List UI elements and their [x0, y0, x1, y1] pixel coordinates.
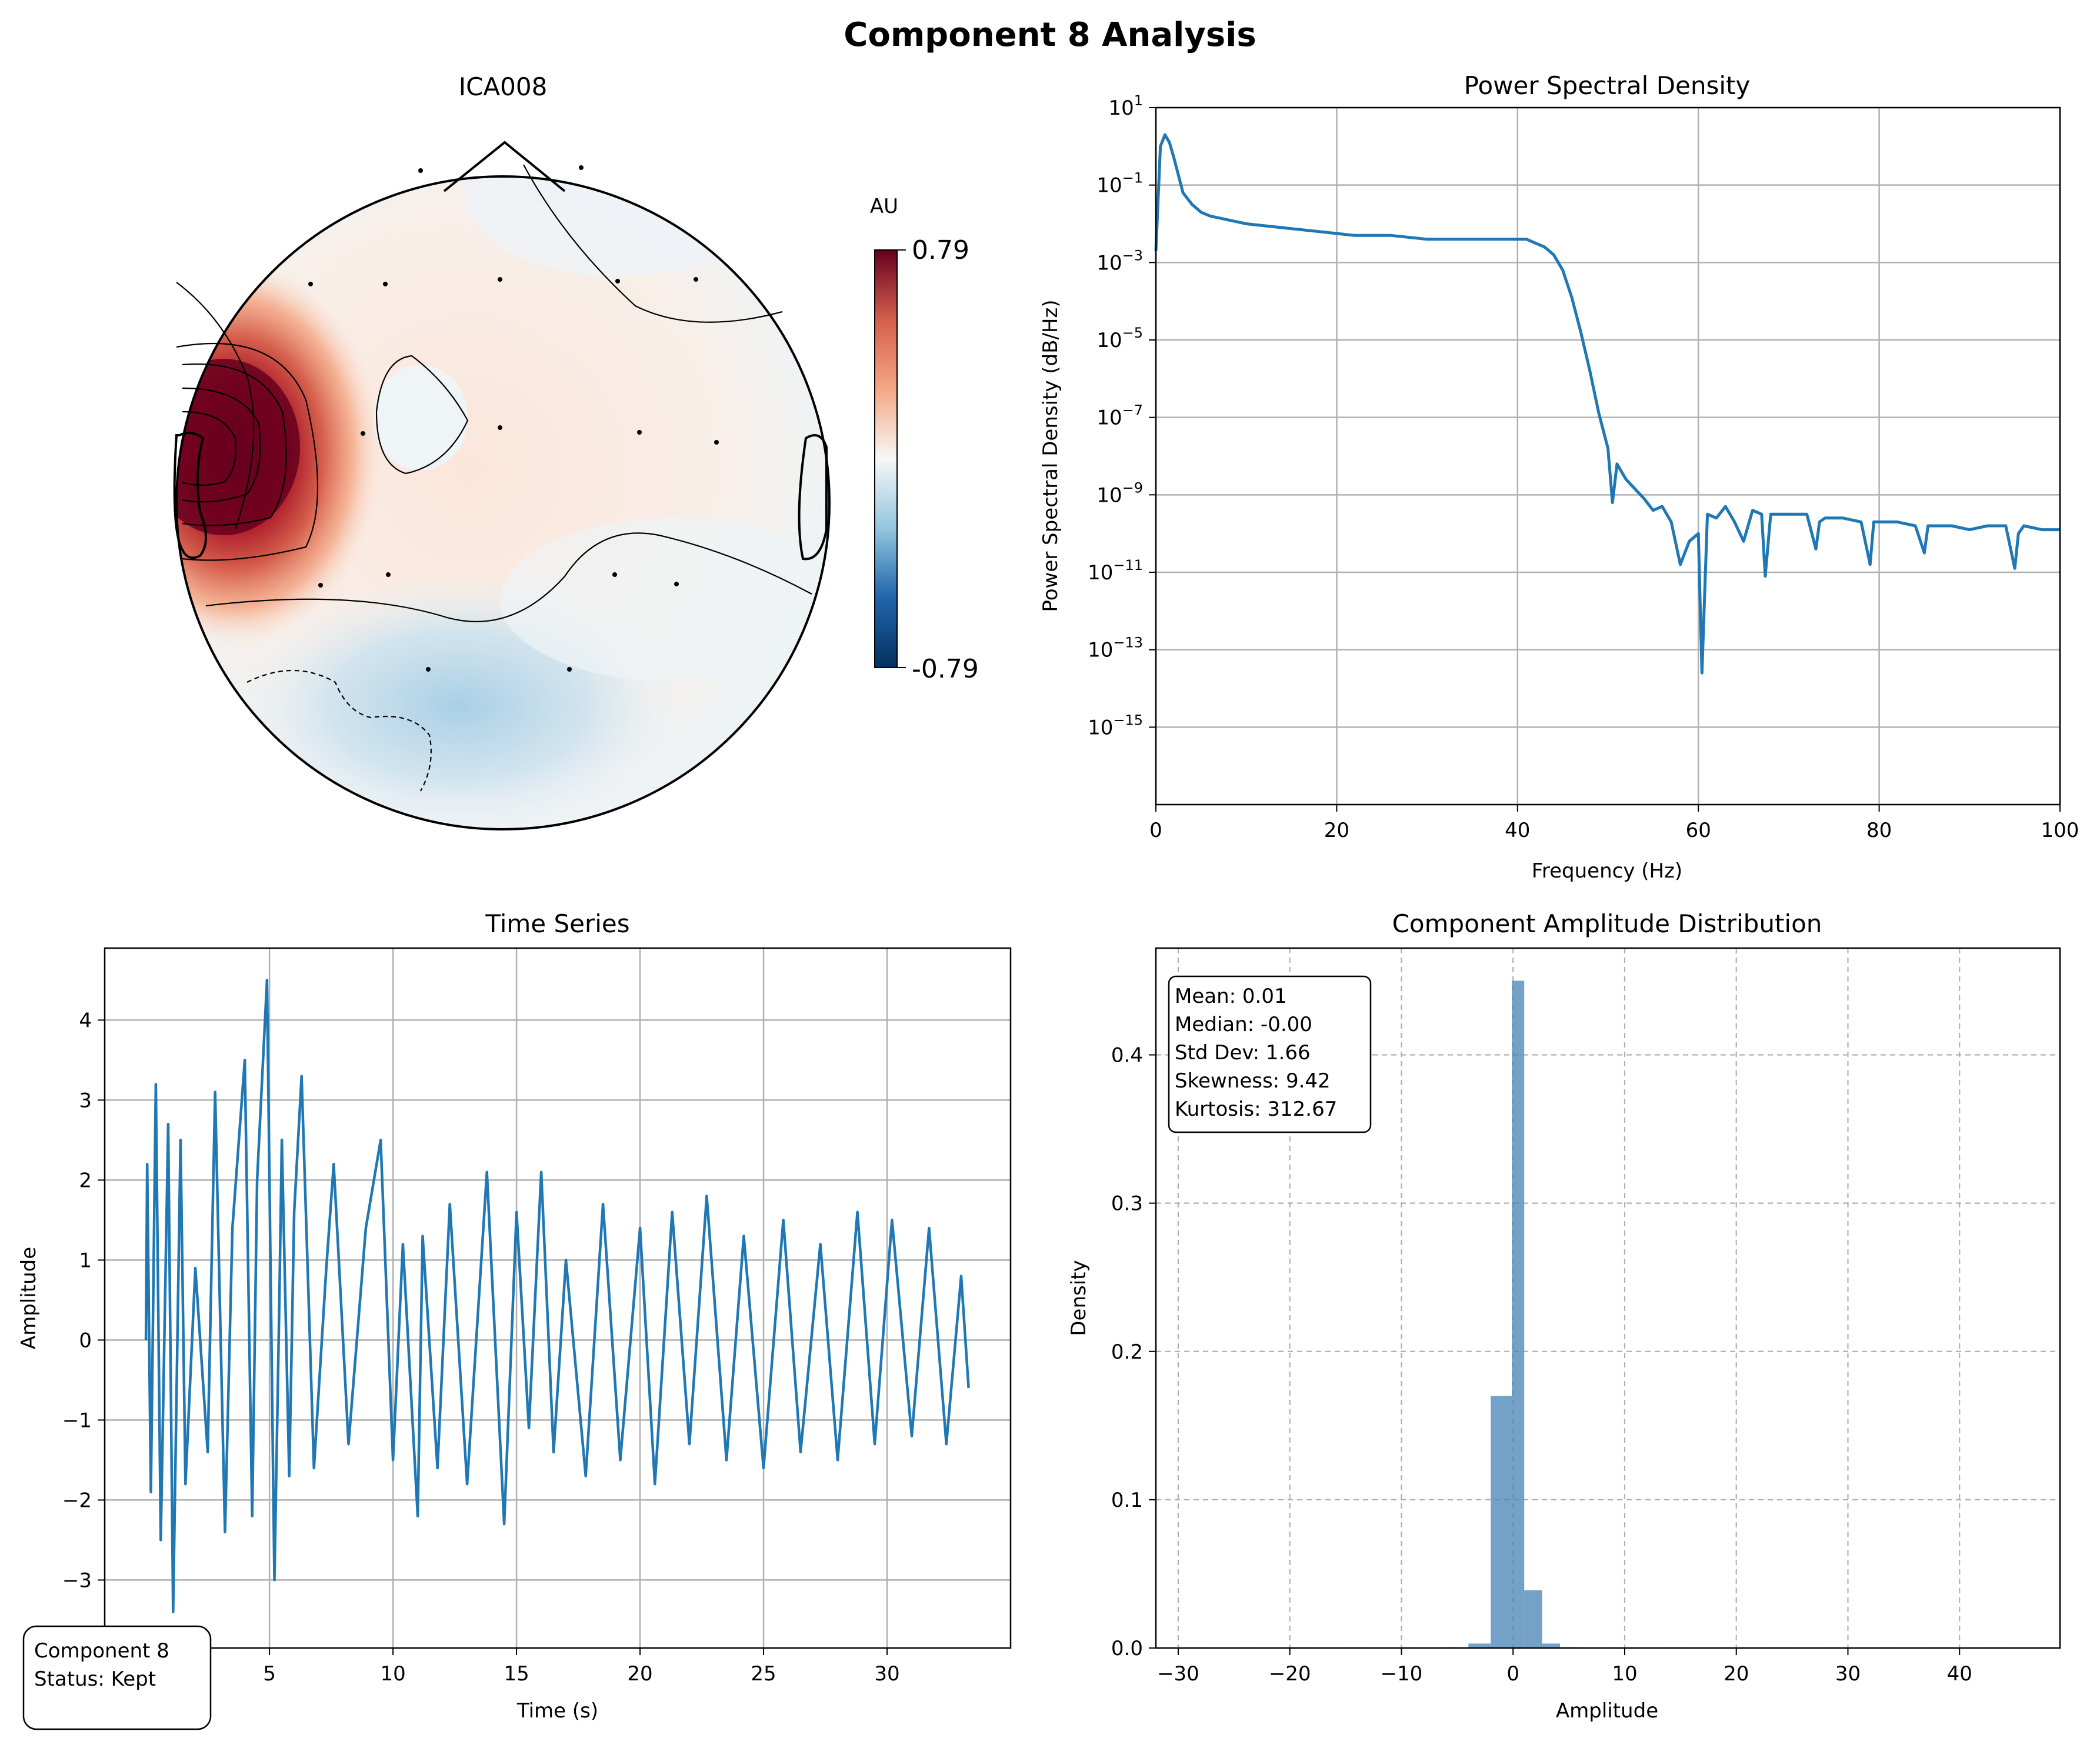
timeseries-grid — [105, 948, 1011, 1648]
psd-ytick-label: 101 — [1108, 92, 1143, 120]
psd-xlabel: Frequency (Hz) — [1532, 859, 1682, 883]
histogram-bar — [1468, 1643, 1491, 1648]
topomap-panel: ICA008 — [173, 72, 979, 830]
topomap-contours — [176, 164, 812, 792]
timeseries-title: Time Series — [485, 909, 629, 938]
psd-series-line — [1154, 133, 2060, 675]
timeseries-xtick-label: 30 — [874, 1662, 899, 1686]
colorbar — [874, 249, 898, 668]
status-annotation: Component 8 Status: Kept — [22, 1625, 212, 1730]
topomap-field — [176, 176, 829, 829]
timeseries-series-line — [144, 979, 970, 1614]
right-ear-icon — [798, 434, 828, 561]
left-ear-icon — [173, 432, 207, 559]
histogram-xtick-label: 20 — [1724, 1662, 1749, 1686]
psd-xtick-label: 80 — [1866, 819, 1892, 842]
histogram-bar — [1512, 980, 1525, 1648]
timeseries-xtick-label: 25 — [751, 1662, 776, 1686]
histogram-xtick-label: 0 — [1506, 1662, 1519, 1686]
timeseries-ytick-label: 1 — [79, 1249, 92, 1272]
timeseries-ytick-label: −1 — [62, 1409, 92, 1432]
colorbar-label: AU — [870, 195, 898, 218]
timeseries-ytick-label: 4 — [79, 1009, 92, 1032]
histogram-xtick-label: 10 — [1612, 1662, 1637, 1686]
timeseries-ytick-label: 0 — [79, 1329, 92, 1352]
timeseries-ytick-label: −3 — [62, 1569, 92, 1592]
histogram-bar — [1542, 1643, 1560, 1648]
histogram-ytick-label: 0.4 — [1111, 1044, 1143, 1068]
histogram-xtick-label: −30 — [1157, 1662, 1199, 1686]
timeseries-ylabel: Amplitude — [17, 1247, 41, 1349]
stats-skewness: Skewness: 9.42 — [1175, 1069, 1331, 1093]
psd-ylabel: Power Spectral Density (dB/Hz) — [1039, 299, 1062, 612]
stats-box: Mean: 0.01 Median: -0.00 Std Dev: 1.66 S… — [1168, 975, 1372, 1133]
histogram-axes-frame — [1155, 947, 2061, 1649]
psd-xtick-label: 0 — [1149, 819, 1162, 842]
histogram-ticks: −30 −20 −10 0 10 20 30 40 0.0 0.1 0.2 0.3 0.4 — [1111, 1044, 1972, 1686]
histogram-xtick-label: −10 — [1381, 1662, 1423, 1686]
histogram-xtick-label: −20 — [1269, 1662, 1311, 1686]
psd-ytick-label: 10−5 — [1096, 325, 1143, 352]
psd-ytick-label: 10−11 — [1088, 557, 1143, 585]
histogram-xlabel: Amplitude — [1556, 1699, 1658, 1723]
stats-median: Median: -0.00 — [1175, 1013, 1312, 1036]
psd-ytick-label: 10−1 — [1096, 170, 1143, 198]
timeseries-axes-frame — [104, 947, 1012, 1649]
sensor-dots — [308, 165, 719, 672]
psd-ytick-label: 10−15 — [1088, 712, 1143, 739]
histogram-xtick-label: 40 — [1947, 1662, 1972, 1686]
histogram-title: Component Amplitude Distribution — [1392, 909, 1822, 938]
timeseries-ytick-label: 3 — [79, 1089, 92, 1112]
timeseries-ytick-label: −2 — [62, 1489, 92, 1512]
histogram-ytick-label: 0.0 — [1111, 1637, 1143, 1660]
status-component-text: Component 8 — [34, 1639, 169, 1663]
histogram-panel: Component Amplitude Distribution −30 −20−… — [1067, 909, 2061, 1723]
psd-xtick-label: 100 — [2041, 819, 2079, 842]
histogram-ytick-label: 0.2 — [1111, 1340, 1143, 1364]
psd-xtick-label: 40 — [1505, 819, 1530, 842]
histogram-bar — [1491, 1396, 1512, 1648]
psd-xtick-label: 20 — [1324, 819, 1349, 842]
timeseries-ytick-label: 2 — [79, 1169, 92, 1192]
psd-panel: Power Spectral Density 0 20 40 60 80 100 101 10… — [1039, 71, 2079, 883]
histogram-xtick-label: 30 — [1835, 1662, 1861, 1686]
status-kept-text: Status: Kept — [34, 1667, 156, 1691]
colorbar-min-label: -0.79 — [912, 654, 979, 684]
psd-ytick-label: 10−13 — [1088, 635, 1143, 662]
head-outline — [175, 175, 831, 830]
psd-ticks: 0 20 40 60 80 100 101 10−1 10−3 10−5 10−7 10−9 10−11… — [1088, 92, 2079, 842]
histogram-ytick-label: 0.1 — [1111, 1489, 1143, 1512]
stats-std: Std Dev: 1.66 — [1175, 1041, 1311, 1065]
histogram-bar — [1524, 1590, 1542, 1648]
timeseries-xlabel: Time (s) — [516, 1699, 598, 1723]
figure-title: Component 8 Analysis — [844, 16, 1256, 54]
psd-title: Power Spectral Density — [1464, 71, 1751, 100]
nose-icon — [443, 141, 566, 192]
histogram-ytick-label: 0.3 — [1111, 1192, 1143, 1216]
timeseries-xtick-label: 15 — [504, 1662, 529, 1686]
stats-mean: Mean: 0.01 — [1175, 985, 1287, 1008]
stats-kurtosis: Kurtosis: 312.67 — [1175, 1097, 1337, 1121]
timeseries-xtick-label: 20 — [627, 1662, 652, 1686]
timeseries-xtick-label: 10 — [380, 1662, 405, 1686]
psd-ytick-label: 10−9 — [1096, 479, 1143, 507]
colorbar-max-label: 0.79 — [912, 235, 969, 265]
psd-ytick-label: 10−7 — [1096, 402, 1143, 430]
histogram-bars — [1446, 980, 1581, 1648]
histogram-ylabel: Density — [1067, 1260, 1091, 1336]
topomap-title: ICA008 — [459, 72, 548, 101]
psd-xtick-label: 60 — [1686, 819, 1711, 842]
psd-axes-frame — [1155, 106, 2061, 806]
psd-ytick-label: 10−3 — [1096, 247, 1143, 275]
timeseries-xtick-label: 5 — [263, 1662, 276, 1686]
